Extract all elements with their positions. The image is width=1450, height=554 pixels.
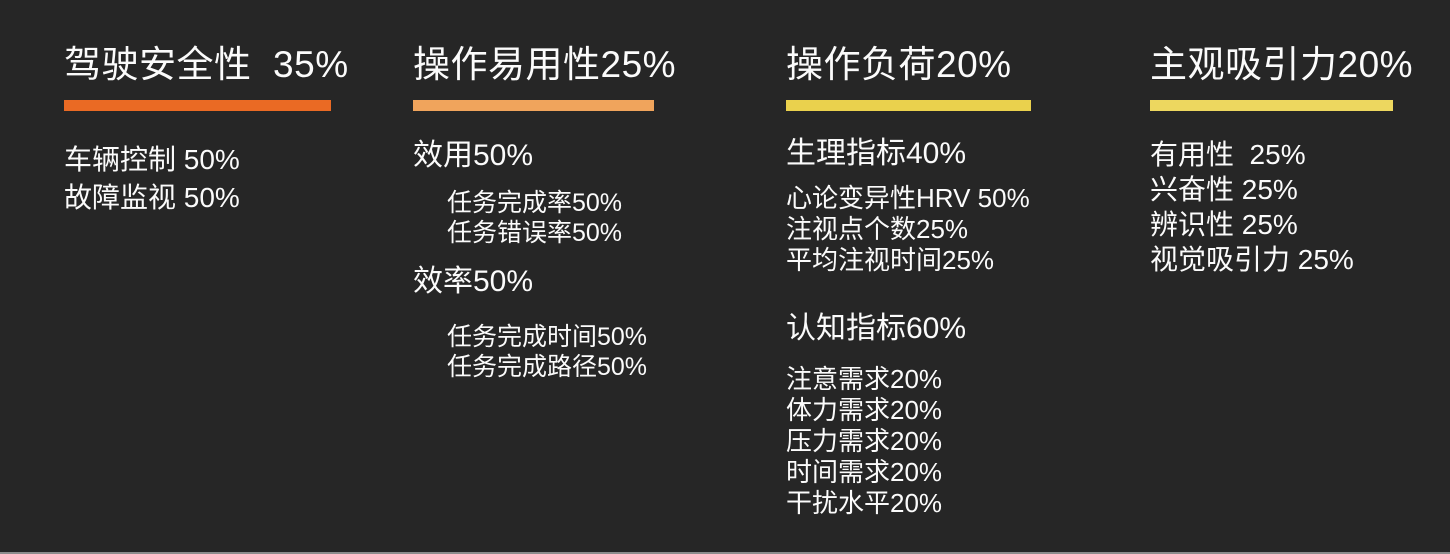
- sub-criterion-item: 干扰水平20%: [786, 488, 943, 518]
- sub-criterion-item: 心论变异性HRV 50%: [786, 183, 1030, 213]
- group-heading: 生理指标40%: [786, 137, 967, 170]
- criterion-item: 车辆控制 50%: [64, 144, 240, 175]
- sub-criterion-item: 任务完成路径50%: [447, 353, 648, 381]
- column-title: 主观吸引力20%: [1150, 44, 1414, 85]
- accent-underline: [413, 100, 654, 111]
- criterion-item: 视觉吸引力 25%: [1150, 244, 1354, 275]
- sub-criteria-list: 心论变异性HRV 50% 注视点个数25% 平均注视时间25%: [786, 183, 1031, 276]
- group-heading: 效用50%: [413, 139, 534, 172]
- accent-underline: [64, 100, 331, 111]
- criterion-item: 有用性 25%: [1150, 139, 1306, 170]
- accent-underline: [786, 100, 1031, 111]
- sub-criteria-list: 注意需求20% 体力需求20% 压力需求20% 时间需求20% 干扰水平20%: [786, 364, 1031, 519]
- sub-criterion-item: 注视点个数25%: [786, 214, 969, 244]
- criteria-list: 车辆控制 50% 故障监视 50%: [64, 141, 349, 217]
- bottom-edge-line: [0, 552, 1450, 554]
- column-operation-load: 操作负荷20% 生理指标40% 心论变异性HRV 50% 注视点个数25% 平均…: [786, 44, 1031, 519]
- group-heading: 认知指标60%: [786, 312, 967, 345]
- sub-criterion-item: 平均注视时间25%: [786, 245, 995, 275]
- sub-criterion-item: 时间需求20%: [786, 457, 943, 487]
- column-ease-of-use: 操作易用性25% 效用50% 任务完成率50% 任务错误率50% 效率50% 任…: [413, 44, 676, 382]
- criteria-list: 有用性 25% 兴奋性 25% 辨识性 25% 视觉吸引力 25%: [1150, 137, 1413, 277]
- column-title: 操作易用性25%: [413, 44, 677, 85]
- criterion-item: 兴奋性 25%: [1150, 174, 1298, 205]
- column-title: 操作负荷20%: [786, 44, 1012, 85]
- sub-criterion-item: 任务完成率50%: [447, 189, 623, 217]
- column-title: 驾驶安全性 35%: [64, 44, 349, 85]
- sub-criterion-item: 体力需求20%: [786, 395, 943, 425]
- criterion-item: 故障监视 50%: [64, 182, 240, 213]
- column-subjective-attractiveness: 主观吸引力20% 有用性 25% 兴奋性 25% 辨识性 25% 视觉吸引力 2…: [1150, 44, 1413, 277]
- accent-underline: [1150, 100, 1393, 111]
- column-driving-safety: 驾驶安全性 35% 车辆控制 50% 故障监视 50%: [64, 44, 349, 217]
- criterion-item: 辨识性 25%: [1150, 209, 1298, 240]
- group-heading: 效率50%: [413, 265, 534, 298]
- sub-criterion-item: 注意需求20%: [786, 364, 943, 394]
- sub-criteria-list: 任务完成时间50% 任务完成路径50%: [447, 322, 676, 382]
- sub-criterion-item: 任务错误率50%: [447, 219, 623, 247]
- sub-criteria-list: 任务完成率50% 任务错误率50%: [447, 188, 676, 248]
- sub-criterion-item: 压力需求20%: [786, 426, 943, 456]
- sub-criterion-item: 任务完成时间50%: [447, 323, 648, 351]
